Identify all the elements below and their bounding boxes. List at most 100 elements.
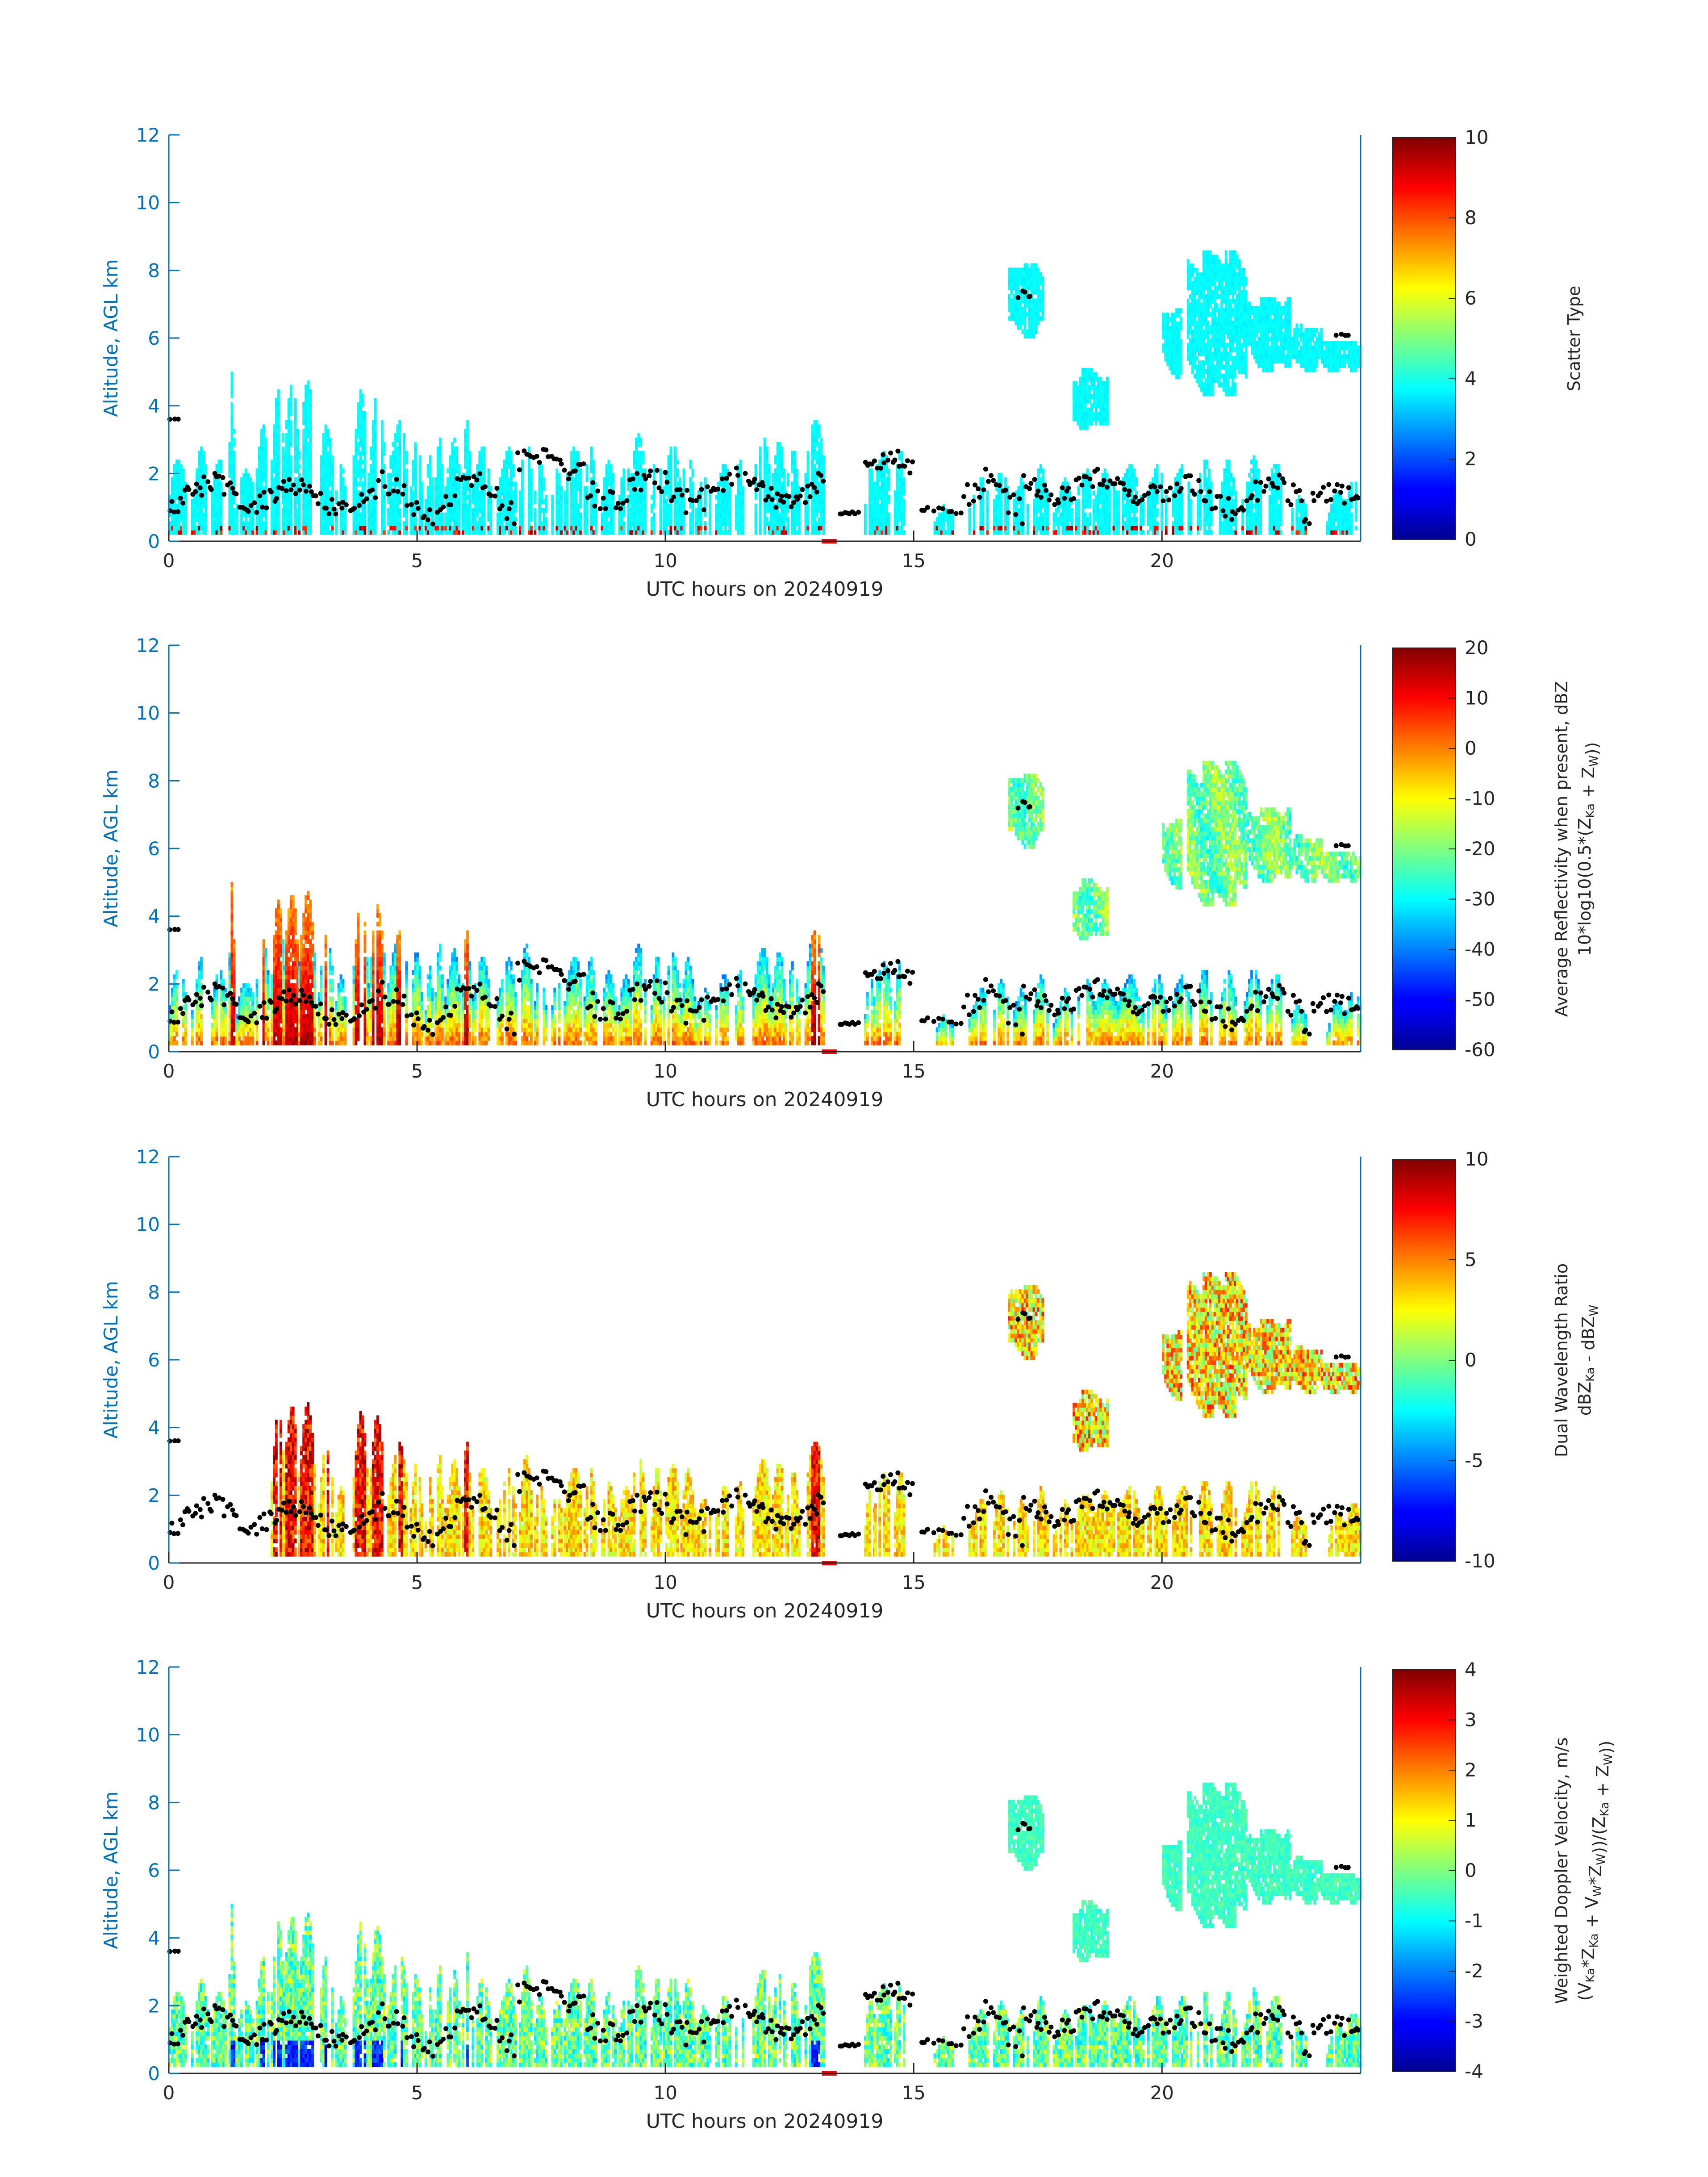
heatmap-cell <box>1077 530 1080 535</box>
heatmap-cell <box>307 468 309 473</box>
heatmap-cell <box>405 526 408 531</box>
heatmap-cell <box>618 517 621 522</box>
heatmap-cell <box>766 468 768 473</box>
heatmap-cell <box>383 517 386 522</box>
heatmap-cell <box>938 530 941 535</box>
heatmap-cell <box>1131 530 1133 535</box>
heatmap-cell <box>1071 521 1073 526</box>
heatmap-cell <box>1161 473 1163 478</box>
heatmap-cell <box>1115 526 1118 531</box>
heatmap-cell <box>294 521 297 526</box>
heatmap-cell <box>1040 508 1042 513</box>
heatmap-cell <box>327 477 330 482</box>
heatmap-cell <box>519 530 522 535</box>
heatmap-cell <box>1176 508 1179 513</box>
heatmap-cell <box>331 517 334 522</box>
heatmap-cell <box>220 486 223 491</box>
heatmap-cell <box>982 513 985 518</box>
heatmap-cell <box>885 477 888 482</box>
heatmap-cell <box>883 508 885 513</box>
heatmap-cell <box>869 495 871 500</box>
heatmap-cell <box>1035 482 1038 487</box>
heatmap-cell <box>1075 530 1078 535</box>
heatmap-cell <box>816 530 819 535</box>
heatmap-cell <box>305 433 307 438</box>
heatmap-cell <box>178 521 180 526</box>
heatmap-cell <box>374 429 377 434</box>
heatmap-cell <box>697 508 700 513</box>
heatmap-cell <box>1106 521 1109 526</box>
heatmap-cell <box>575 486 577 491</box>
heatmap-cell <box>894 504 897 509</box>
heatmap-cell <box>205 486 207 491</box>
heatmap-cell <box>1077 517 1080 522</box>
heatmap-cell <box>464 508 467 513</box>
heatmap-cell <box>196 530 198 535</box>
heatmap-cell <box>566 508 568 513</box>
heatmap-cell <box>798 530 801 535</box>
heatmap-cell <box>273 442 276 447</box>
heatmap-cell <box>881 521 883 526</box>
heatmap-cell <box>697 521 700 526</box>
heatmap-cell <box>579 495 582 500</box>
heatmap-cell <box>331 490 334 495</box>
heatmap-cell <box>335 530 338 535</box>
heatmap-cell <box>418 460 421 464</box>
heatmap-cell <box>894 521 897 526</box>
heatmap-cell <box>394 442 397 447</box>
heatmap-cell <box>642 460 644 464</box>
heatmap-cell <box>357 447 360 451</box>
heatmap-cell <box>372 442 375 447</box>
heatmap-cell <box>644 508 647 513</box>
heatmap-cell <box>715 530 718 535</box>
heatmap-cell <box>431 490 434 495</box>
heatmap-cell <box>610 473 613 478</box>
heatmap-cell <box>593 517 595 522</box>
heatmap-cell <box>558 504 560 509</box>
heatmap-cell <box>265 451 267 456</box>
heatmap-cell <box>275 429 278 434</box>
heatmap-cell <box>196 504 198 509</box>
heatmap-cell <box>1128 508 1131 513</box>
heatmap-cell <box>1203 473 1206 478</box>
heatmap-cell <box>329 530 332 535</box>
heatmap-cell <box>472 495 474 500</box>
heatmap-cell <box>396 460 399 464</box>
heatmap-cell <box>362 447 364 451</box>
heatmap-cell <box>695 513 698 518</box>
heatmap-cell <box>709 504 711 509</box>
heatmap-cell <box>871 482 873 487</box>
heatmap-cell <box>692 473 694 478</box>
heatmap-cell <box>1149 499 1152 504</box>
heatmap-cell <box>660 513 662 518</box>
heatmap-cell <box>1197 504 1199 509</box>
heatmap-cell <box>814 468 816 473</box>
heatmap-cell <box>670 447 672 451</box>
heatmap-cell <box>1128 468 1131 473</box>
heatmap-cell <box>409 530 412 535</box>
heatmap-cell <box>1161 490 1163 495</box>
heatmap-cell <box>474 513 476 518</box>
heatmap-cell <box>277 490 280 495</box>
heatmap-cell <box>476 508 479 513</box>
heatmap-cell <box>577 486 580 491</box>
heatmap-cell <box>1226 490 1228 495</box>
heatmap-cell <box>275 513 278 518</box>
heatmap-cell <box>1040 482 1042 487</box>
heatmap-cell <box>242 473 245 478</box>
heatmap-cell <box>171 495 174 500</box>
heatmap-cell <box>779 477 781 482</box>
heatmap-cell <box>1099 490 1102 495</box>
heatmap-cell <box>260 460 263 464</box>
heatmap-cell <box>466 495 469 500</box>
heatmap-cell <box>728 504 731 509</box>
heatmap-cell <box>374 460 377 464</box>
heatmap-cell <box>290 393 292 398</box>
heatmap-cell <box>885 495 888 500</box>
heatmap-cell <box>610 504 613 509</box>
heatmap-cell <box>807 517 810 522</box>
heatmap-cell <box>466 447 469 451</box>
heatmap-cell <box>633 530 635 535</box>
heatmap-cell <box>359 416 362 421</box>
heatmap-cell <box>414 473 417 478</box>
